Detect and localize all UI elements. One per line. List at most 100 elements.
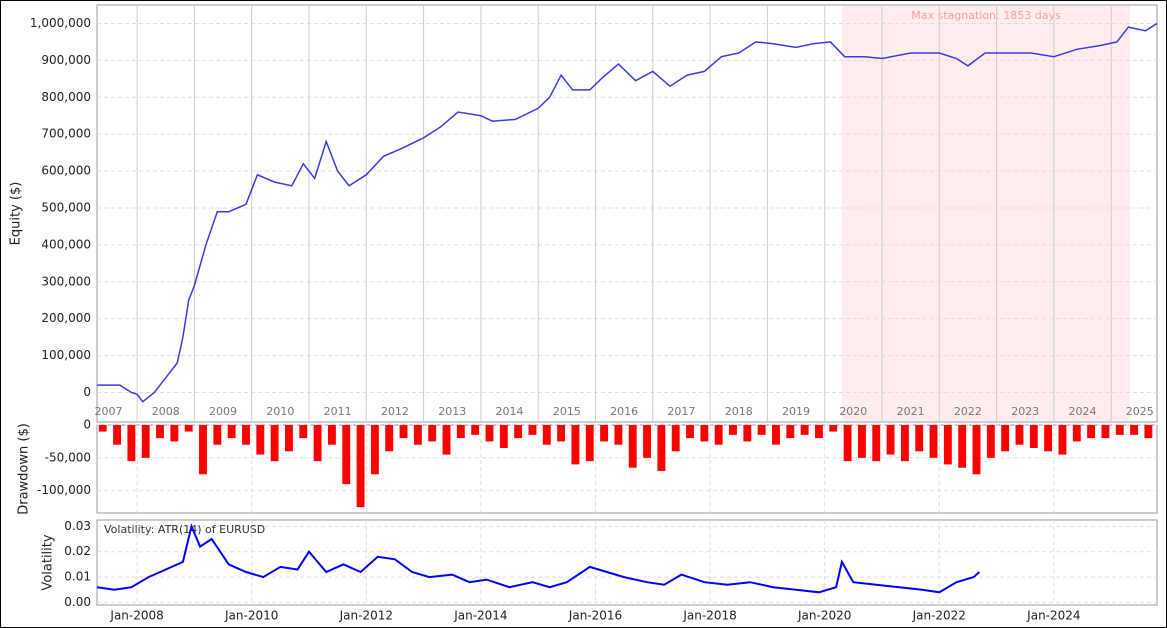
x-tick-label: Jan-2010 (224, 609, 278, 623)
year-label: 2021 (897, 405, 925, 418)
plot-area (96, 424, 1158, 514)
drawdown-bar (127, 425, 136, 462)
drawdown-bar (528, 425, 537, 435)
drawdown-bar (958, 425, 967, 468)
year-label: 2019 (782, 405, 810, 418)
drawdown-bar (156, 425, 164, 439)
drawdown-bar (1044, 425, 1053, 452)
x-tick-label: Jan-2014 (453, 609, 507, 623)
x-tick-label: Jan-2012 (339, 609, 393, 623)
drawdown-bar (600, 425, 609, 442)
year-label: 2009 (209, 405, 237, 418)
y-tick-label: 0 (83, 418, 91, 432)
drawdown-bar (428, 425, 437, 442)
year-label: 2007 (94, 405, 122, 418)
drawdown-bar (299, 425, 308, 439)
drawdown-bar (943, 425, 952, 465)
drawdown-bar (471, 425, 480, 435)
year-label: 2020 (839, 405, 867, 418)
drawdown-bar (757, 425, 766, 435)
drawdown-bar (456, 425, 465, 439)
drawdown-bar (327, 425, 336, 445)
drawdown-bar (170, 425, 179, 442)
x-tick-label: Jan-2016 (568, 609, 622, 623)
x-tick-label: Jan-2008 (109, 609, 163, 623)
drawdown-bar (1001, 425, 1010, 452)
drawdown-bar (772, 425, 780, 445)
year-label: 2011 (324, 405, 352, 418)
drawdown-bar (98, 425, 107, 432)
y-tick-label: 500,000 (41, 200, 91, 214)
drawdown-bar (141, 425, 150, 458)
drawdown-bar (285, 425, 293, 452)
drawdown-bar (256, 425, 265, 455)
y-axis-label: Volatility (41, 534, 56, 590)
drawdown-bar (1072, 425, 1081, 442)
drawdown-bar (1101, 425, 1110, 439)
y-tick-label: 0.01 (64, 570, 91, 584)
y-tick-label: 100,000 (41, 348, 91, 362)
drawdown-bar (671, 425, 680, 452)
y-tick-label: 200,000 (41, 311, 91, 325)
x-tick-label: Jan-2022 (912, 609, 966, 623)
drawdown-bar (113, 425, 121, 445)
x-tick-label: Jan-2020 (797, 609, 851, 623)
drawdown-bar (399, 425, 408, 439)
y-tick-label: 300,000 (41, 274, 91, 288)
drawdown-bar (370, 425, 379, 475)
drawdown-bar (986, 425, 995, 458)
y-tick-label: -50,000 (45, 450, 91, 464)
year-label: 2013 (438, 405, 466, 418)
year-label: 2015 (553, 405, 581, 418)
series-line (96, 523, 981, 594)
drawdown-bar (1029, 425, 1038, 448)
year-label: 2017 (667, 405, 695, 418)
drawdown-bar (213, 425, 222, 445)
y-tick-label: 0.02 (64, 544, 91, 558)
drawdown-bar (857, 425, 866, 458)
y-tick-label: -100,000 (37, 483, 91, 497)
y-tick-label: 0.03 (64, 519, 91, 533)
series-line (97, 22, 1158, 403)
year-label: 2016 (610, 405, 638, 418)
drawdown-bar (800, 425, 809, 435)
y-tick-label: 700,000 (41, 127, 91, 141)
year-label: 2010 (266, 405, 294, 418)
drawdown-bar (929, 425, 938, 458)
drawdown-bar (242, 425, 250, 445)
drawdown-bar (700, 425, 709, 442)
drawdown-bar (356, 425, 365, 508)
drawdown-bar (385, 425, 394, 452)
drawdown-bar (843, 425, 852, 462)
stagnation-label: Max stagnation: 1853 days (911, 9, 1061, 22)
drawdown-bar (643, 425, 651, 458)
drawdown-bar (342, 425, 351, 485)
drawdown-bar (1144, 425, 1153, 439)
year-label: 2024 (1069, 405, 1097, 418)
x-tick-label: Jan-2018 (682, 609, 736, 623)
drawdown-bar (714, 425, 723, 445)
stagnation-band (841, 6, 1131, 421)
drawdown-bar (585, 425, 594, 462)
drawdown-bar (514, 425, 523, 439)
y-tick-label: 600,000 (41, 164, 91, 178)
drawdown-bar (900, 425, 909, 462)
y-tick-label: 900,000 (41, 53, 91, 67)
drawdown-bar (657, 425, 666, 471)
drawdown-bar (1115, 425, 1124, 435)
x-tick-label: Jan-2024 (1026, 609, 1080, 623)
drawdown-bar (729, 425, 737, 435)
year-label: 2018 (725, 405, 753, 418)
year-label: 2008 (152, 405, 180, 418)
drawdown-bar (199, 425, 207, 475)
year-label: 2012 (381, 405, 409, 418)
y-tick-label: 0 (83, 385, 91, 399)
y-tick-label: 0.00 (64, 595, 91, 609)
panel-title: Volatility: ATR(14) of EURUSD (104, 523, 265, 536)
drawdown-bar (886, 425, 895, 455)
y-tick-label: 800,000 (41, 90, 91, 104)
plot-area (96, 519, 1158, 606)
y-axis-label: Equity ($) (9, 182, 24, 246)
drawdown-bar (628, 425, 637, 468)
drawdown-bar (743, 425, 752, 442)
